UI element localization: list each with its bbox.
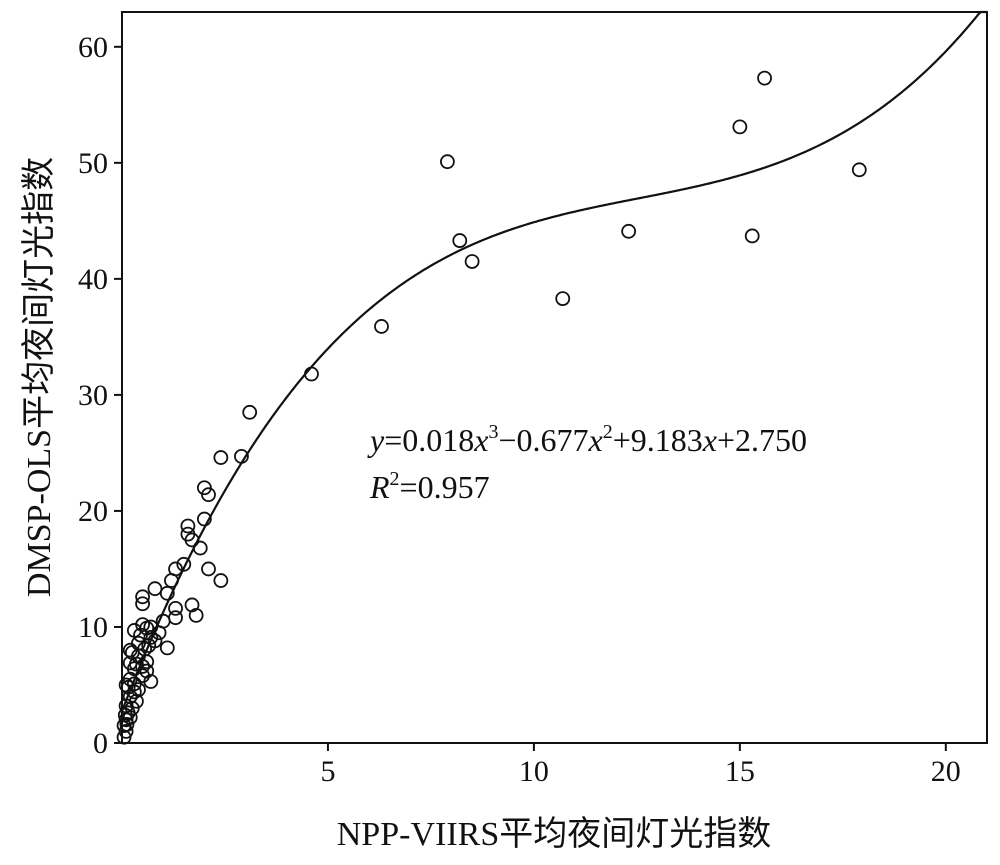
data-point (159, 640, 175, 656)
y-tick-label: 0 (93, 727, 108, 760)
data-point (213, 573, 229, 588)
data-point (188, 607, 204, 623)
data-point (135, 617, 150, 633)
axis-ticks: 5 10 15 20 0 10 20 30 40 50 60 (78, 31, 961, 788)
y-tick-label: 50 (78, 147, 108, 180)
data-point (180, 518, 196, 534)
data-point (464, 254, 480, 269)
y-tick-label: 30 (78, 379, 108, 412)
data-point (151, 625, 167, 641)
x-axis-title: NPP-VIIRS平均夜间灯光指数 (337, 815, 771, 853)
data-point (732, 119, 748, 135)
data-point (440, 154, 455, 170)
data-point (621, 223, 637, 239)
data-points (116, 70, 867, 745)
y-tick-label: 40 (78, 263, 108, 296)
plot-frame (121, 11, 988, 744)
r-squared: R2=0.957 (369, 468, 490, 505)
data-point (242, 404, 258, 420)
data-point (141, 638, 157, 653)
y-axis-title: DMSP-OLS平均夜间灯光指数 (20, 157, 58, 597)
data-point (143, 674, 159, 689)
data-point (147, 581, 163, 597)
data-point (304, 366, 319, 382)
data-point (135, 596, 150, 612)
data-point (122, 710, 138, 725)
x-tick-label: 5 (320, 755, 335, 788)
y-tick-label: 10 (78, 611, 108, 644)
data-point (757, 70, 772, 86)
y-tick-label: 60 (78, 31, 108, 64)
data-point (133, 627, 148, 643)
data-point (143, 630, 159, 645)
data-point (135, 589, 150, 605)
data-point (201, 487, 216, 503)
data-point (168, 601, 183, 616)
data-point (176, 556, 192, 572)
data-point (131, 682, 146, 698)
fit-equation: y=0.018x3−0.677x2+9.183x+2.750 (367, 421, 807, 458)
data-point (201, 561, 216, 577)
data-point (452, 233, 468, 248)
fit-curve (120, 10, 987, 712)
data-point (851, 162, 867, 178)
data-point (555, 291, 571, 306)
data-point (129, 656, 144, 672)
x-tick-label: 20 (931, 755, 961, 788)
x-tick-label: 10 (519, 755, 549, 788)
y-tick-label: 20 (78, 495, 108, 528)
data-point (159, 585, 175, 601)
data-point (168, 610, 183, 626)
data-point (744, 228, 760, 244)
data-point (119, 717, 135, 732)
data-point (374, 319, 389, 334)
data-point (213, 450, 229, 465)
x-tick-label: 15 (725, 755, 755, 788)
